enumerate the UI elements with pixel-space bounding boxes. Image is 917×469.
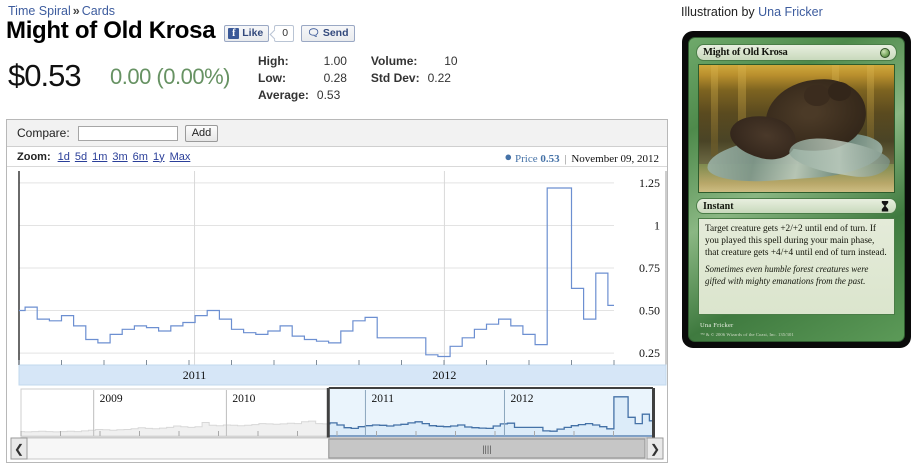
- illustration-credit: Illustration by Una Fricker: [681, 5, 823, 19]
- stat-stddev-label: Std Dev:: [370, 71, 420, 85]
- stat-high-value: 1.00: [323, 54, 347, 68]
- series-readout-value: 0.53: [540, 153, 560, 165]
- zoom-option-6m[interactable]: 6m: [132, 150, 148, 163]
- art-tree-stripe-4: [866, 65, 875, 157]
- svg-text:1: 1: [654, 218, 660, 232]
- facebook-send-button[interactable]: 🗨 Send: [301, 24, 355, 42]
- stat-stddev-value: 0.22: [427, 71, 451, 85]
- art-tree-stripe-1: [710, 65, 719, 157]
- stat-volume-label: Volume:: [370, 54, 418, 68]
- card-legal-line: ™ & © 2006 Wizards of the Coast, Inc. 13…: [700, 332, 794, 337]
- series-readout-date: November 09, 2012: [571, 153, 659, 165]
- svg-text:0.25: 0.25: [639, 346, 660, 360]
- facebook-widget-group: f Like 0 🗨 Send: [224, 24, 355, 42]
- compare-bar: Compare: Add: [7, 120, 667, 147]
- zoom-bar: Zoom: 1d 5d 1m 3m 6m 1y Max ● Price 0.53…: [7, 147, 667, 167]
- chart-area[interactable]: 0.25 0.50 0.75 1 1.25 2011 2012 2009 2010 2011 201…: [7, 167, 667, 461]
- current-price: $0.53: [8, 58, 82, 93]
- card-rules-text: Target creature gets +2/+2 until end of …: [705, 224, 887, 258]
- facebook-like-count: 0: [274, 24, 295, 42]
- svg-text:1.25: 1.25: [639, 176, 660, 190]
- card-image[interactable]: Might of Old Krosa I: [682, 31, 911, 348]
- svg-text:2009: 2009: [100, 393, 123, 405]
- svg-text:0.75: 0.75: [639, 261, 660, 275]
- card-text-box: Target creature gets +2/+2 until end of …: [698, 218, 895, 315]
- card-type-bar: Instant: [696, 198, 897, 214]
- compare-input[interactable]: [77, 125, 178, 141]
- breadcrumb: Time Spiral» Cards: [8, 4, 115, 18]
- zoom-label: Zoom:: [17, 150, 51, 163]
- breadcrumb-parent-link[interactable]: Time Spiral: [8, 4, 71, 18]
- card-artwork: [698, 64, 895, 193]
- card-name: Might of Old Krosa: [703, 47, 788, 58]
- illustration-credit-prefix: Illustration by: [681, 5, 755, 19]
- zoom-option-1y[interactable]: 1y: [152, 150, 165, 163]
- card-artist-credit: Una Fricker: [700, 322, 734, 329]
- zoom-option-1d[interactable]: 1d: [57, 150, 70, 163]
- illustration-artist-link[interactable]: Una Fricker: [758, 5, 823, 19]
- card-flavor-text: Sometimes even humble forest creatures w…: [705, 264, 869, 286]
- art-beast-ear-left: [804, 85, 830, 106]
- card-type-line: Instant: [703, 200, 734, 212]
- left-column: Time Spiral» Cards Might of Old Krosa f L…: [0, 0, 674, 469]
- svg-text:2011: 2011: [183, 368, 207, 382]
- stat-low-value: 0.28: [323, 71, 347, 85]
- stats-column-gap: [347, 54, 371, 71]
- svg-text:❯: ❯: [650, 442, 660, 456]
- series-marker-icon: ●: [504, 149, 513, 164]
- stat-average-label: Average:: [258, 88, 309, 102]
- card-face: Might of Old Krosa I: [688, 37, 905, 342]
- title-row: Might of Old Krosa f Like 0 🗨 Send: [6, 19, 355, 43]
- price-chart-svg[interactable]: 0.25 0.50 0.75 1 1.25 2011 2012 2009 2010 2011 201…: [7, 167, 667, 461]
- series-readout-label: Price: [515, 153, 538, 165]
- series-readout-divider: |: [564, 153, 567, 165]
- svg-text:0.50: 0.50: [639, 304, 660, 318]
- stat-low-label: Low:: [258, 71, 286, 85]
- right-column: Illustration by Una Fricker Might of Old…: [674, 0, 917, 469]
- green-mana-icon: [880, 47, 890, 58]
- svg-text:2010: 2010: [232, 393, 255, 405]
- stat-volume-value: 10: [444, 54, 458, 68]
- series-readout: ● Price 0.53 | November 09, 2012: [504, 149, 659, 165]
- facebook-like-label: Like: [242, 27, 264, 39]
- breadcrumb-current-link[interactable]: Cards: [81, 4, 116, 18]
- art-tree-stripe-2: [738, 65, 746, 157]
- svg-text:2011: 2011: [371, 393, 394, 405]
- facebook-like-button[interactable]: f Like: [224, 24, 270, 42]
- stat-average-value: 0.53: [316, 88, 341, 102]
- card-title-bar: Might of Old Krosa: [696, 44, 897, 61]
- set-symbol-icon: [881, 200, 889, 212]
- svg-text:2012: 2012: [432, 368, 456, 382]
- zoom-option-max[interactable]: Max: [169, 150, 191, 163]
- compare-label: Compare:: [17, 126, 70, 140]
- stats-column-gap-2: [347, 71, 371, 88]
- speech-bubble-icon: 🗨: [307, 27, 320, 39]
- svg-text:❮: ❮: [14, 442, 24, 456]
- add-compare-button[interactable]: Add: [184, 124, 219, 142]
- zoom-option-1m[interactable]: 1m: [92, 150, 108, 163]
- svg-text:||||: ||||: [482, 444, 491, 454]
- facebook-send-label: Send: [322, 27, 349, 39]
- chart-panel: Compare: Add Zoom: 1d 5d 1m 3m 6m 1y Max…: [6, 119, 668, 463]
- page-title: Might of Old Krosa: [6, 17, 216, 44]
- svg-text:2012: 2012: [510, 393, 533, 405]
- art-beast-ear-right: [827, 81, 852, 101]
- price-change: 0.00 (0.00%): [110, 64, 230, 89]
- zoom-option-5d[interactable]: 5d: [74, 150, 88, 163]
- stats-panel: High: 1.00 Volume: 10 Low: 0.28 Std Dev:…: [258, 54, 458, 105]
- stat-high-label: High:: [258, 54, 289, 68]
- breadcrumb-separator: »: [72, 4, 80, 18]
- facebook-logo-icon: f: [228, 27, 240, 39]
- zoom-option-3m[interactable]: 3m: [112, 150, 128, 163]
